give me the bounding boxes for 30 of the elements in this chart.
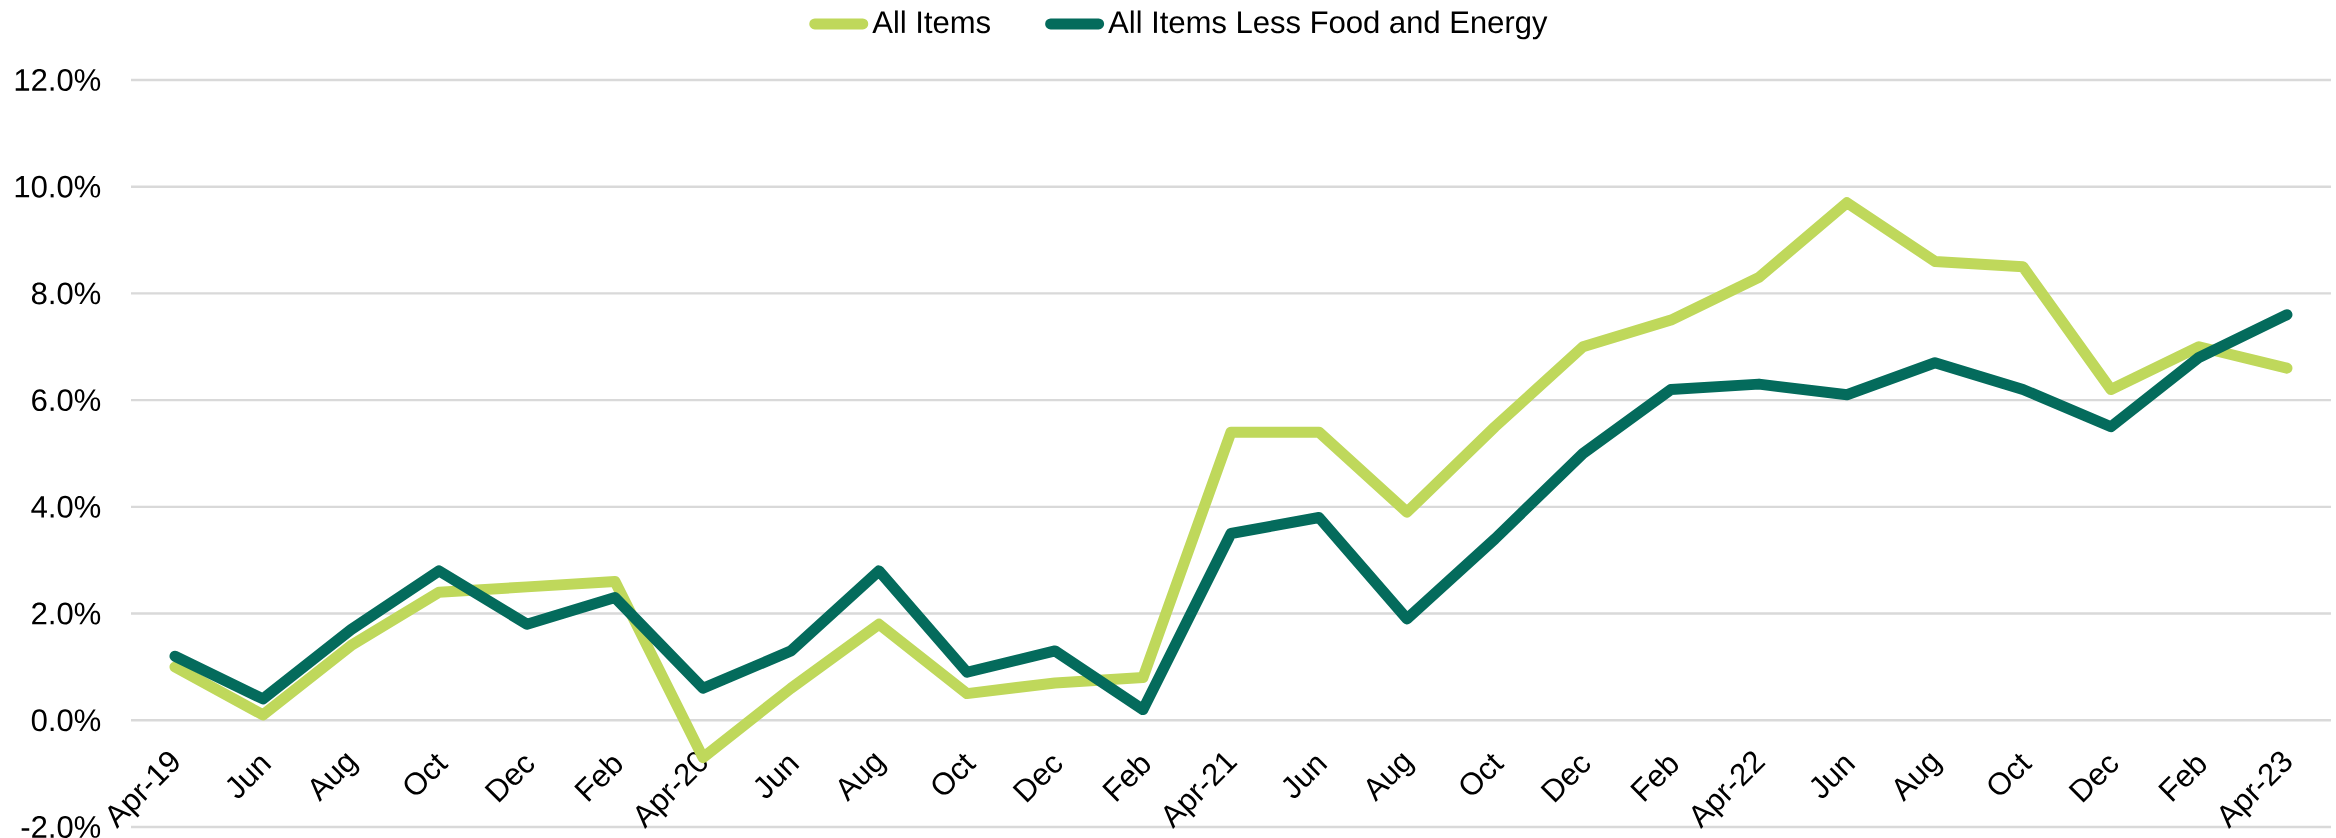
y-tick-label: 0.0% [31, 709, 101, 732]
y-tick-label: 10.0% [15, 175, 101, 198]
legend-label: All Items Less Food and Energy [1108, 10, 1548, 40]
x-tick-label: Feb [574, 757, 623, 802]
x-tick-label: Jun [226, 756, 272, 799]
x-tick-label: Dec [1012, 756, 1063, 803]
legend-label: All Items [872, 10, 990, 34]
x-tick-label: Aug [838, 752, 888, 803]
x-tick-label: Jun [754, 756, 800, 799]
x-tick-label: Aug [1366, 752, 1416, 803]
x-tick-label: Oct [1460, 753, 1505, 795]
x-tick-label: Aug [310, 752, 360, 803]
y-tick-label: 8.0% [31, 282, 101, 305]
y-tick-label: 6.0% [32, 389, 101, 412]
y-tick-label: -2.0% [21, 816, 101, 838]
x-tick-label: Jun [1810, 756, 1856, 799]
x-tick-label: Jun [1282, 756, 1328, 799]
x-tick-label: Dec [2068, 756, 2119, 803]
x-tick-label: Oct [404, 753, 449, 795]
x-tick-label: Oct [1988, 753, 2033, 795]
x-tick-label: Dec [484, 756, 535, 803]
x-tick-label: Feb [1102, 757, 1151, 802]
x-tick-label: Aug [1894, 752, 1944, 803]
x-tick-label: Oct [932, 753, 977, 795]
x-tick-label: Dec [1540, 756, 1591, 803]
x-tick-label: Feb [2158, 757, 2206, 802]
x-tick-label: Feb [1630, 757, 1678, 802]
y-tick-label: 2.0% [32, 602, 101, 625]
y-tick-label: 12.0% [15, 69, 101, 91]
y-tick-label: 4.0% [31, 495, 101, 518]
